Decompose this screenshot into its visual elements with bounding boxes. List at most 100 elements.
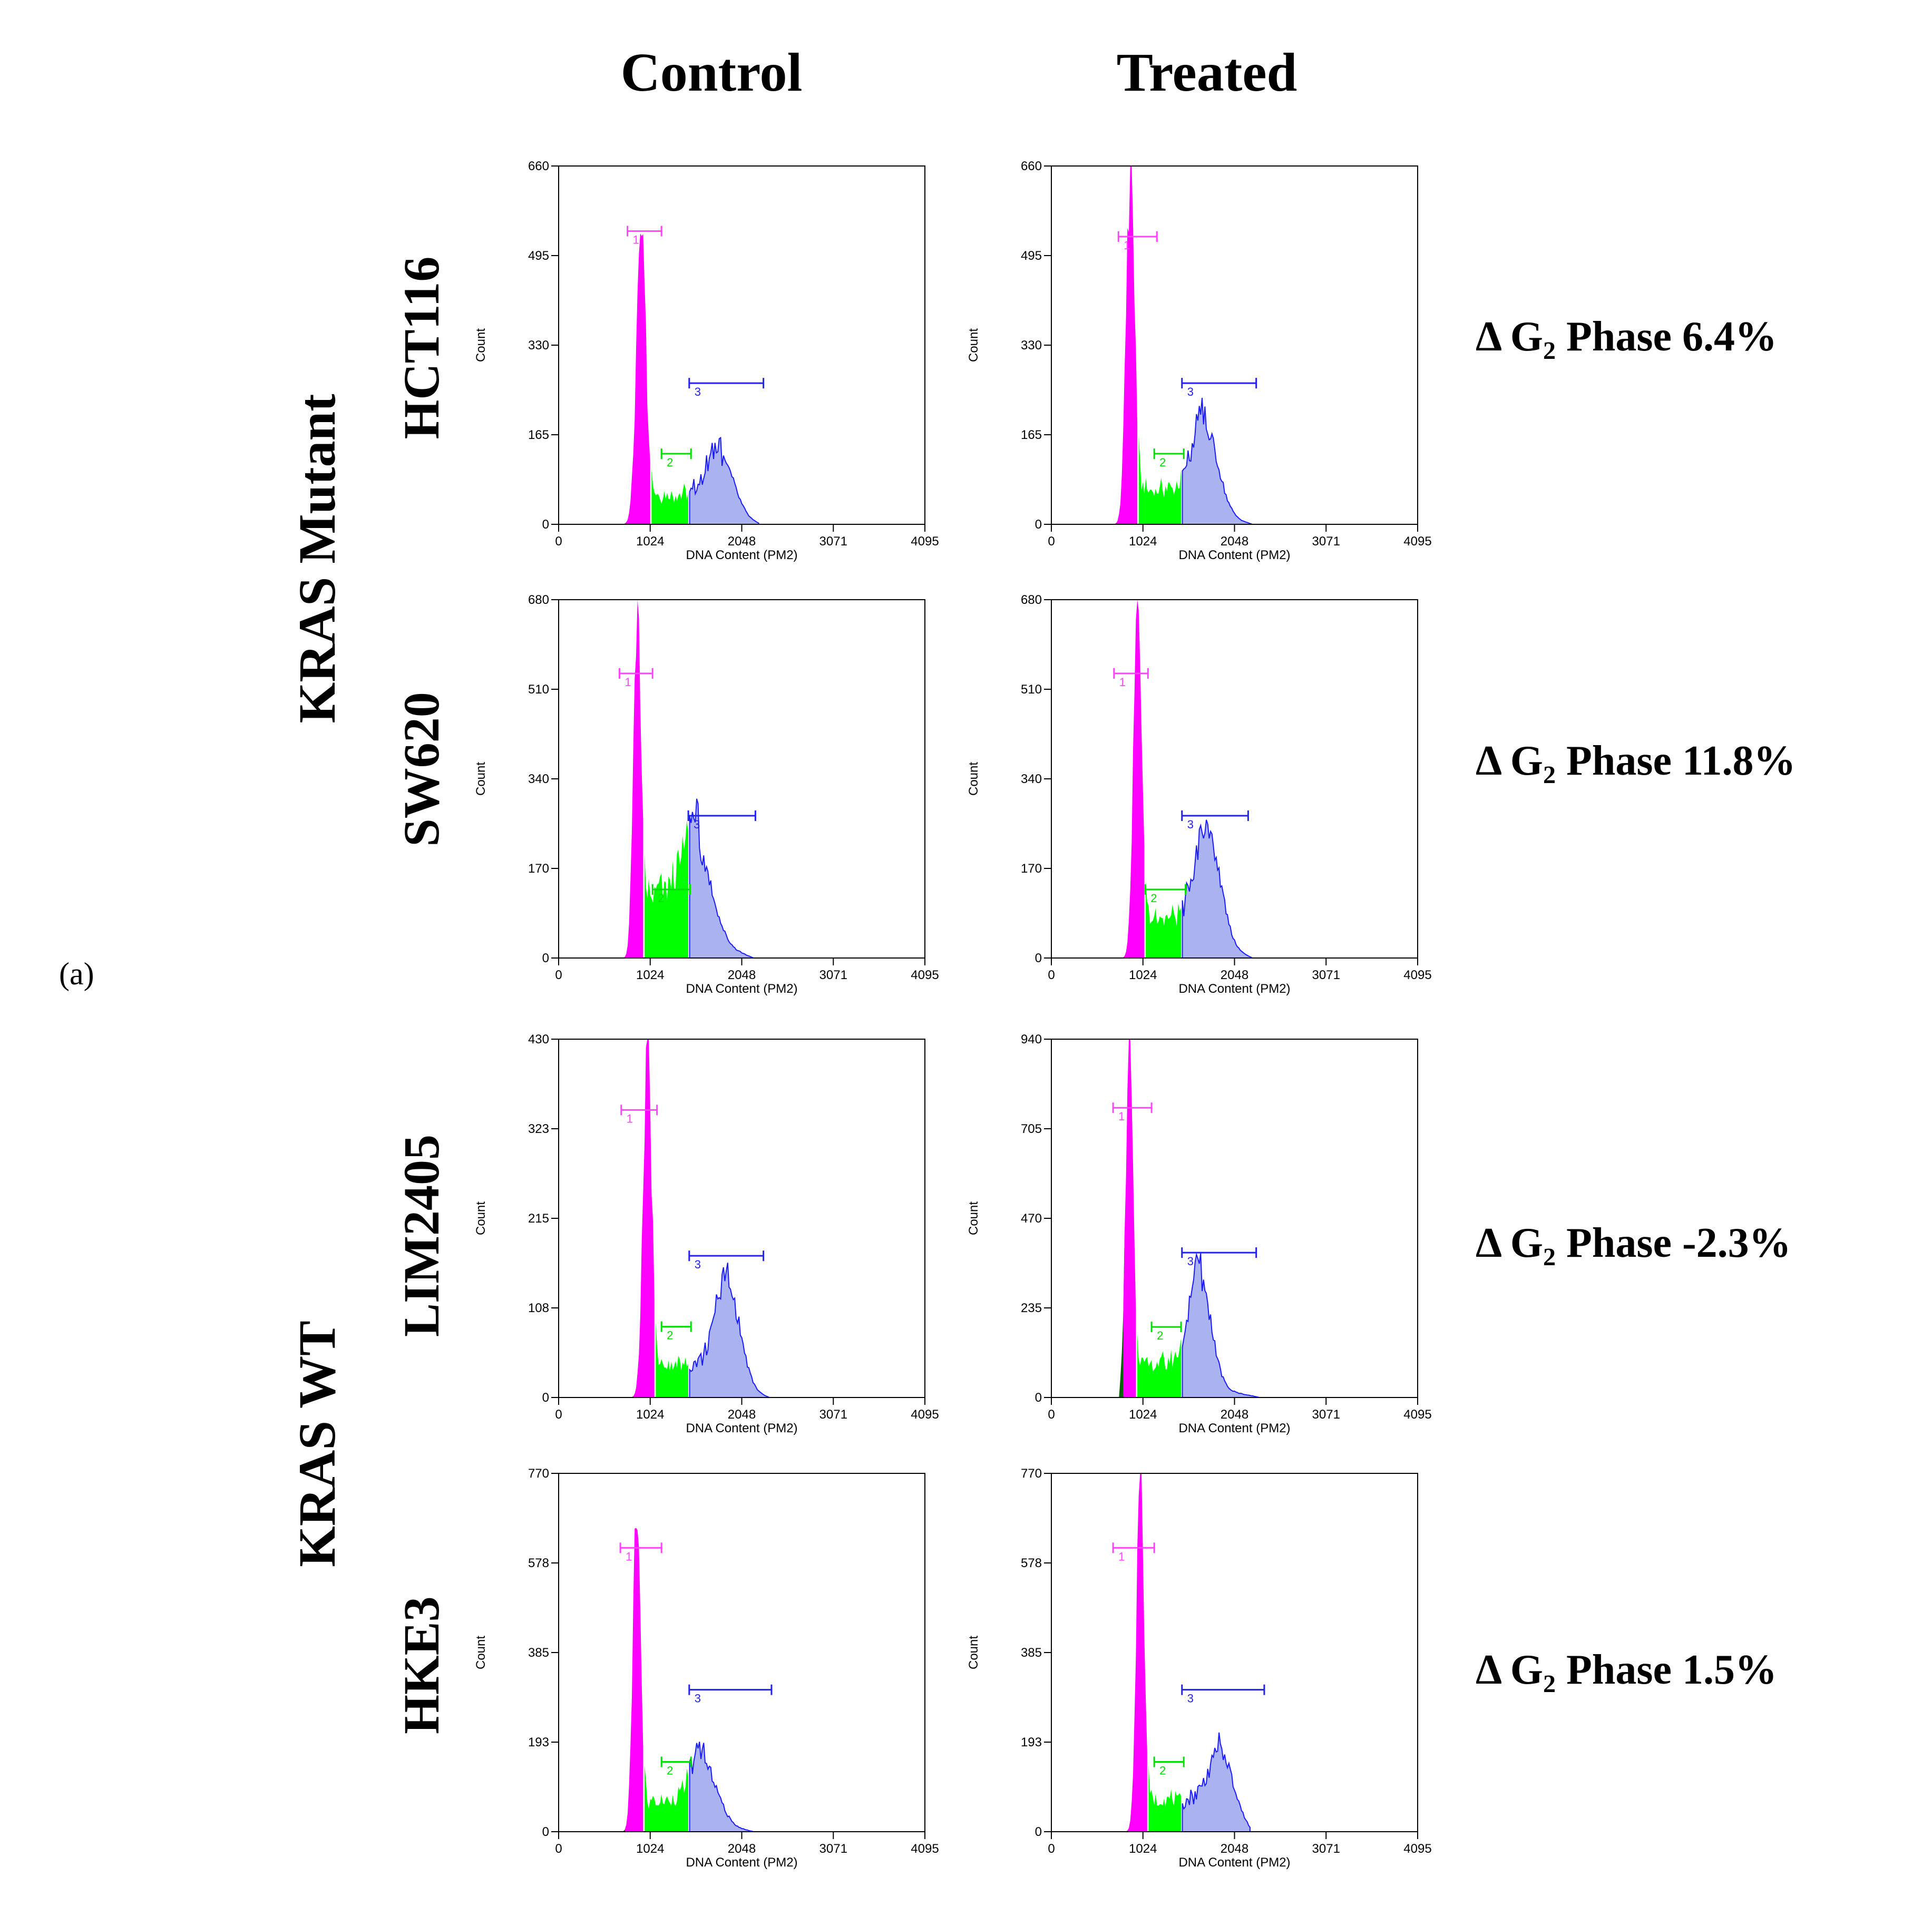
y-tick-label: 430 (528, 1032, 549, 1047)
y-tick-label: 578 (528, 1556, 549, 1570)
y-tick-label: 495 (528, 249, 549, 263)
gate-3-label: 3 (695, 1258, 701, 1271)
g1-peak-region (625, 1528, 643, 1832)
gate-1-label: 1 (1119, 676, 1126, 689)
x-axis-label: DNA Content (PM2) (686, 1855, 797, 1870)
y-tick-label: 330 (1021, 338, 1042, 353)
y-tick-label: 0 (542, 517, 549, 532)
x-tick-label: 0 (1048, 1842, 1055, 1856)
y-tick-label: 330 (528, 338, 549, 353)
gate-1-label: 1 (1124, 239, 1130, 252)
y-tick-label: 770 (1021, 1467, 1042, 1481)
x-axis-label: DNA Content (PM2) (1178, 548, 1290, 562)
plot-frame (558, 599, 925, 959)
gate-3-label: 3 (1187, 1255, 1194, 1268)
delta-g2-hct116: Δ G₂ Phase 6.4% (1476, 314, 1777, 360)
x-tick-label: 1024 (636, 968, 664, 982)
x-tick-label: 0 (1048, 534, 1055, 549)
y-tick-label: 108 (528, 1301, 549, 1315)
gate-2-label: 2 (1150, 892, 1157, 905)
y-tick-label: 385 (1021, 1646, 1042, 1660)
x-tick-label: 2048 (1221, 968, 1248, 982)
x-tick-label: 4095 (911, 1407, 939, 1422)
plot-frame (1051, 1039, 1418, 1398)
x-tick-label: 1024 (1129, 1407, 1157, 1422)
x-tick-label: 3071 (819, 1842, 847, 1856)
y-axis-label: Count (474, 328, 488, 362)
x-axis-label: DNA Content (PM2) (686, 1421, 797, 1435)
y-tick-label: 323 (528, 1122, 549, 1136)
group-label-kras-wt: KRAS WT (288, 1321, 346, 1567)
x-tick-label: 4095 (1403, 1407, 1431, 1422)
s-phase-region (1137, 1333, 1181, 1397)
s-phase-region (651, 469, 688, 524)
g2-peak-region (1182, 819, 1252, 959)
y-tick-label: 165 (1021, 428, 1042, 442)
y-tick-label: 470 (1021, 1211, 1042, 1226)
y-tick-label: 0 (542, 1825, 549, 1839)
y-axis-label: Count (474, 1636, 488, 1669)
plot-frame (1051, 1473, 1418, 1832)
x-tick-label: 0 (555, 1407, 562, 1422)
x-axis-label: DNA Content (PM2) (1178, 982, 1290, 996)
g1-peak-region (633, 1039, 655, 1397)
x-tick-label: 0 (555, 534, 562, 549)
gate-3-label: 3 (694, 818, 700, 831)
x-tick-label: 4095 (911, 1842, 939, 1856)
g2-peak-region (689, 798, 754, 959)
y-axis-label: Count (967, 1201, 981, 1235)
s-phase-region (645, 820, 688, 958)
cell-line-label-sw620: SW620 (393, 692, 450, 846)
x-tick-label: 0 (555, 968, 562, 982)
gate-3-label: 3 (695, 385, 701, 398)
s-phase-region (1138, 435, 1181, 524)
y-axis-label: Count (967, 1636, 981, 1669)
x-tick-label: 3071 (1312, 968, 1340, 982)
x-tick-label: 3071 (1312, 534, 1340, 549)
y-tick-label: 510 (1021, 682, 1042, 697)
gate-2-label: 2 (1159, 1764, 1166, 1777)
x-tick-label: 1024 (1129, 534, 1157, 549)
plot-frame (558, 165, 925, 525)
column-header-treated: Treated (1117, 42, 1297, 103)
y-tick-label: 495 (1021, 249, 1042, 263)
y-tick-label: 340 (1021, 772, 1042, 786)
x-tick-label: 4095 (1403, 1842, 1431, 1856)
y-tick-label: 0 (542, 951, 549, 965)
gate-2-label: 2 (1157, 1329, 1163, 1342)
y-axis-label: Count (474, 762, 488, 796)
histogram-panel: 0 170 340 510 680 0 1024 2048 3071 4095 DNA Conten… (967, 593, 1432, 996)
x-axis-label: DNA Content (PM2) (1178, 1421, 1290, 1435)
g2-peak-region (1182, 1732, 1251, 1832)
x-tick-label: 1024 (636, 534, 664, 549)
y-tick-label: 680 (1021, 593, 1042, 607)
histogram-panel: 0 108 215 323 430 0 1024 2048 3071 4095 DNA Conten… (474, 1032, 939, 1435)
y-tick-label: 0 (1035, 1825, 1042, 1839)
x-tick-label: 2048 (728, 1842, 756, 1856)
g1-peak-region (625, 233, 650, 524)
gate-2-label: 2 (658, 892, 664, 905)
y-tick-label: 170 (528, 862, 549, 876)
gate-2-label: 2 (1159, 456, 1166, 469)
gate-3-label: 3 (1187, 818, 1194, 831)
y-tick-label: 215 (528, 1211, 549, 1226)
y-tick-label: 0 (1035, 517, 1042, 532)
y-tick-label: 193 (528, 1735, 549, 1749)
histogram-panel: 0 165 330 495 660 0 1024 2048 3071 4095 DNA Conten… (967, 159, 1432, 562)
gate-1-label: 1 (633, 233, 639, 247)
g2-peak-region (1182, 397, 1252, 525)
s-phase-region (1148, 1763, 1181, 1832)
g2-peak-region (689, 1742, 754, 1832)
y-axis-label: Count (967, 328, 981, 362)
g1-peak-region (1109, 600, 1145, 958)
y-tick-label: 940 (1021, 1032, 1042, 1047)
cell-line-label-hct116: HCT116 (393, 257, 450, 439)
x-tick-label: 3071 (819, 968, 847, 982)
y-tick-label: 385 (528, 1646, 549, 1660)
y-tick-label: 165 (528, 428, 549, 442)
s-phase-region (656, 1323, 688, 1397)
x-tick-label: 1024 (636, 1842, 664, 1856)
x-axis-label: DNA Content (PM2) (686, 548, 797, 562)
gate-1-label: 1 (1118, 1550, 1125, 1563)
